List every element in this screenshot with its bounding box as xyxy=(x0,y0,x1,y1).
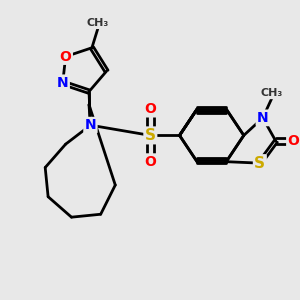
Text: N: N xyxy=(57,76,68,90)
Text: O: O xyxy=(144,102,156,116)
Text: O: O xyxy=(144,155,156,169)
Text: N: N xyxy=(85,118,96,132)
Text: O: O xyxy=(60,50,72,64)
Text: O: O xyxy=(287,134,299,148)
Text: S: S xyxy=(254,156,265,171)
Text: N: N xyxy=(257,111,268,125)
Text: S: S xyxy=(145,128,156,143)
Text: CH₃: CH₃ xyxy=(87,18,109,28)
Text: CH₃: CH₃ xyxy=(260,88,283,98)
